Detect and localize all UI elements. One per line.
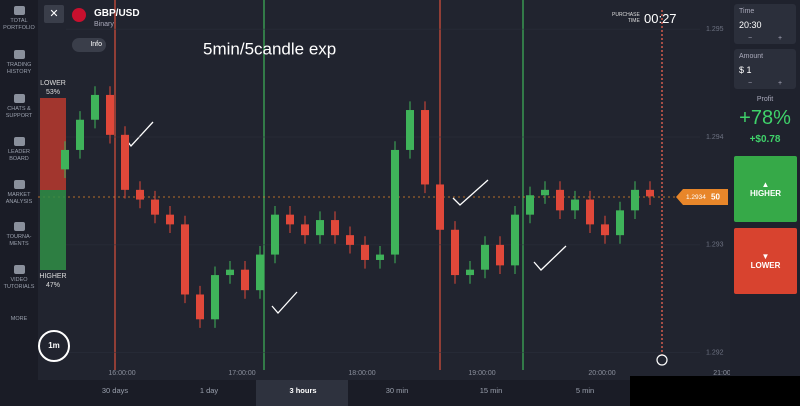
higher-pct: 47% bbox=[46, 282, 60, 289]
nav-tournaments[interactable]: TOURNA- MENTS bbox=[0, 222, 38, 248]
candle-body bbox=[466, 269, 474, 276]
x-tick-label: 19:00:00 bbox=[468, 370, 495, 377]
candle-body bbox=[376, 254, 384, 260]
annotation: 5min/5candle exp bbox=[203, 39, 336, 58]
candle-body bbox=[586, 199, 594, 225]
candle-body bbox=[631, 189, 639, 211]
candle-body bbox=[61, 149, 69, 170]
candle-body bbox=[496, 244, 504, 266]
nav-analysis[interactable]: MARKET ANALYSIS bbox=[0, 180, 38, 206]
period-option[interactable]: 1 day bbox=[200, 386, 219, 395]
profit-label: Profit bbox=[756, 96, 774, 103]
profit-pct: +78% bbox=[739, 107, 791, 129]
y-tick-label: 1.293 bbox=[706, 242, 724, 249]
timeframe[interactable]: 1m bbox=[38, 330, 70, 362]
y-tick-label: 1.294 bbox=[706, 134, 724, 141]
time-box[interactable]: Time 20:30 − + bbox=[734, 4, 796, 44]
candle-body bbox=[361, 244, 369, 260]
close-button[interactable]: ✕ bbox=[44, 5, 64, 23]
candle-body bbox=[646, 189, 654, 197]
price-tail: 50 bbox=[711, 193, 720, 202]
lower-button[interactable]: ▼ LOWER bbox=[734, 228, 797, 294]
candle-body bbox=[316, 220, 324, 236]
y-tick-label: 1.292 bbox=[706, 350, 724, 357]
candle-body bbox=[511, 214, 519, 266]
nav-more[interactable]: MORE bbox=[10, 316, 28, 322]
flag bbox=[72, 8, 86, 22]
x-tick-label: 20:00:00 bbox=[588, 370, 615, 377]
lower-label: LOWER bbox=[40, 80, 66, 87]
x-tick-label: 17:00:00 bbox=[228, 370, 255, 377]
candle-body bbox=[106, 94, 114, 135]
x-tick-label: 18:00:00 bbox=[348, 370, 375, 377]
period-option[interactable]: 5 min bbox=[576, 386, 594, 395]
nav-portfolio[interactable]: TOTAL PORTFOLIO bbox=[0, 6, 38, 32]
nav-leaderboard[interactable]: LEADER BOARD bbox=[0, 137, 38, 163]
candle-body bbox=[481, 244, 489, 270]
nav-history[interactable]: TRADING HISTORY bbox=[0, 50, 38, 76]
x-tick-label: 21:00 bbox=[713, 370, 731, 377]
candle-body bbox=[166, 214, 174, 225]
black-block bbox=[630, 376, 800, 406]
amount-box[interactable]: Amount $ 1 − + bbox=[734, 49, 796, 89]
nav-chats[interactable]: CHATS & SUPPORT bbox=[0, 94, 38, 120]
price-tag bbox=[676, 189, 728, 205]
candle-body bbox=[616, 210, 624, 236]
candle-body bbox=[346, 235, 354, 245]
candle-body bbox=[571, 199, 579, 211]
period-option[interactable]: 30 days bbox=[102, 386, 129, 395]
mode: Binary bbox=[94, 21, 114, 28]
candle-body bbox=[121, 134, 129, 190]
candle-body bbox=[601, 224, 609, 236]
period-option[interactable]: 3 hours bbox=[289, 386, 316, 395]
candle-body bbox=[451, 229, 459, 276]
pair[interactable]: GBP/USD bbox=[94, 8, 140, 19]
candle-body bbox=[76, 119, 84, 150]
candle-body bbox=[196, 294, 204, 320]
candle-body bbox=[541, 189, 549, 196]
candle-body bbox=[91, 94, 99, 120]
candle-body bbox=[211, 275, 219, 320]
period-active bbox=[256, 380, 348, 406]
higher-button[interactable]: ▲ HIGHER bbox=[734, 156, 797, 222]
candle-body bbox=[526, 195, 534, 215]
candle-body bbox=[331, 220, 339, 236]
info-button[interactable]: Info bbox=[72, 38, 106, 52]
nav-video[interactable]: VIDEO TUTORIALS bbox=[0, 265, 38, 291]
profit-value: +$0.78 bbox=[749, 134, 781, 145]
candle-body bbox=[391, 149, 399, 255]
x-tick-label: 16:00:00 bbox=[108, 370, 135, 377]
candle-body bbox=[271, 214, 279, 255]
candle-body bbox=[301, 224, 309, 236]
lower-pct: 53% bbox=[46, 89, 60, 96]
period-bar bbox=[38, 380, 730, 406]
chart-bg bbox=[38, 0, 730, 380]
y-tick-label: 1.295 bbox=[706, 26, 724, 33]
candle-body bbox=[421, 110, 429, 185]
purchase-label: PURCHASE TIME bbox=[612, 12, 640, 24]
candle-body bbox=[151, 199, 159, 215]
period-option[interactable]: 15 min bbox=[480, 386, 503, 395]
candle-body bbox=[241, 269, 249, 291]
timer-icon bbox=[656, 354, 668, 366]
trade-panel: Time 20:30 − + Amount $ 1 − + Profit +78… bbox=[730, 0, 800, 376]
period-option[interactable]: 30 min bbox=[386, 386, 409, 395]
candle-body bbox=[256, 254, 264, 291]
countdown: 00:27 bbox=[644, 11, 677, 26]
candle-body bbox=[436, 184, 444, 230]
candle-body bbox=[556, 189, 564, 211]
candle-body bbox=[406, 110, 414, 150]
sentiment-bar bbox=[40, 98, 66, 270]
candle-body bbox=[226, 269, 234, 276]
candle-body bbox=[136, 189, 144, 200]
higher-label: HIGHER bbox=[39, 273, 66, 280]
candle-body bbox=[286, 214, 294, 225]
candle-body bbox=[181, 224, 189, 295]
price-main: 1.2934 bbox=[686, 194, 706, 201]
sidebar: TOTAL PORTFOLIO TRADING HISTORY CHATS & SUP… bbox=[0, 0, 38, 406]
